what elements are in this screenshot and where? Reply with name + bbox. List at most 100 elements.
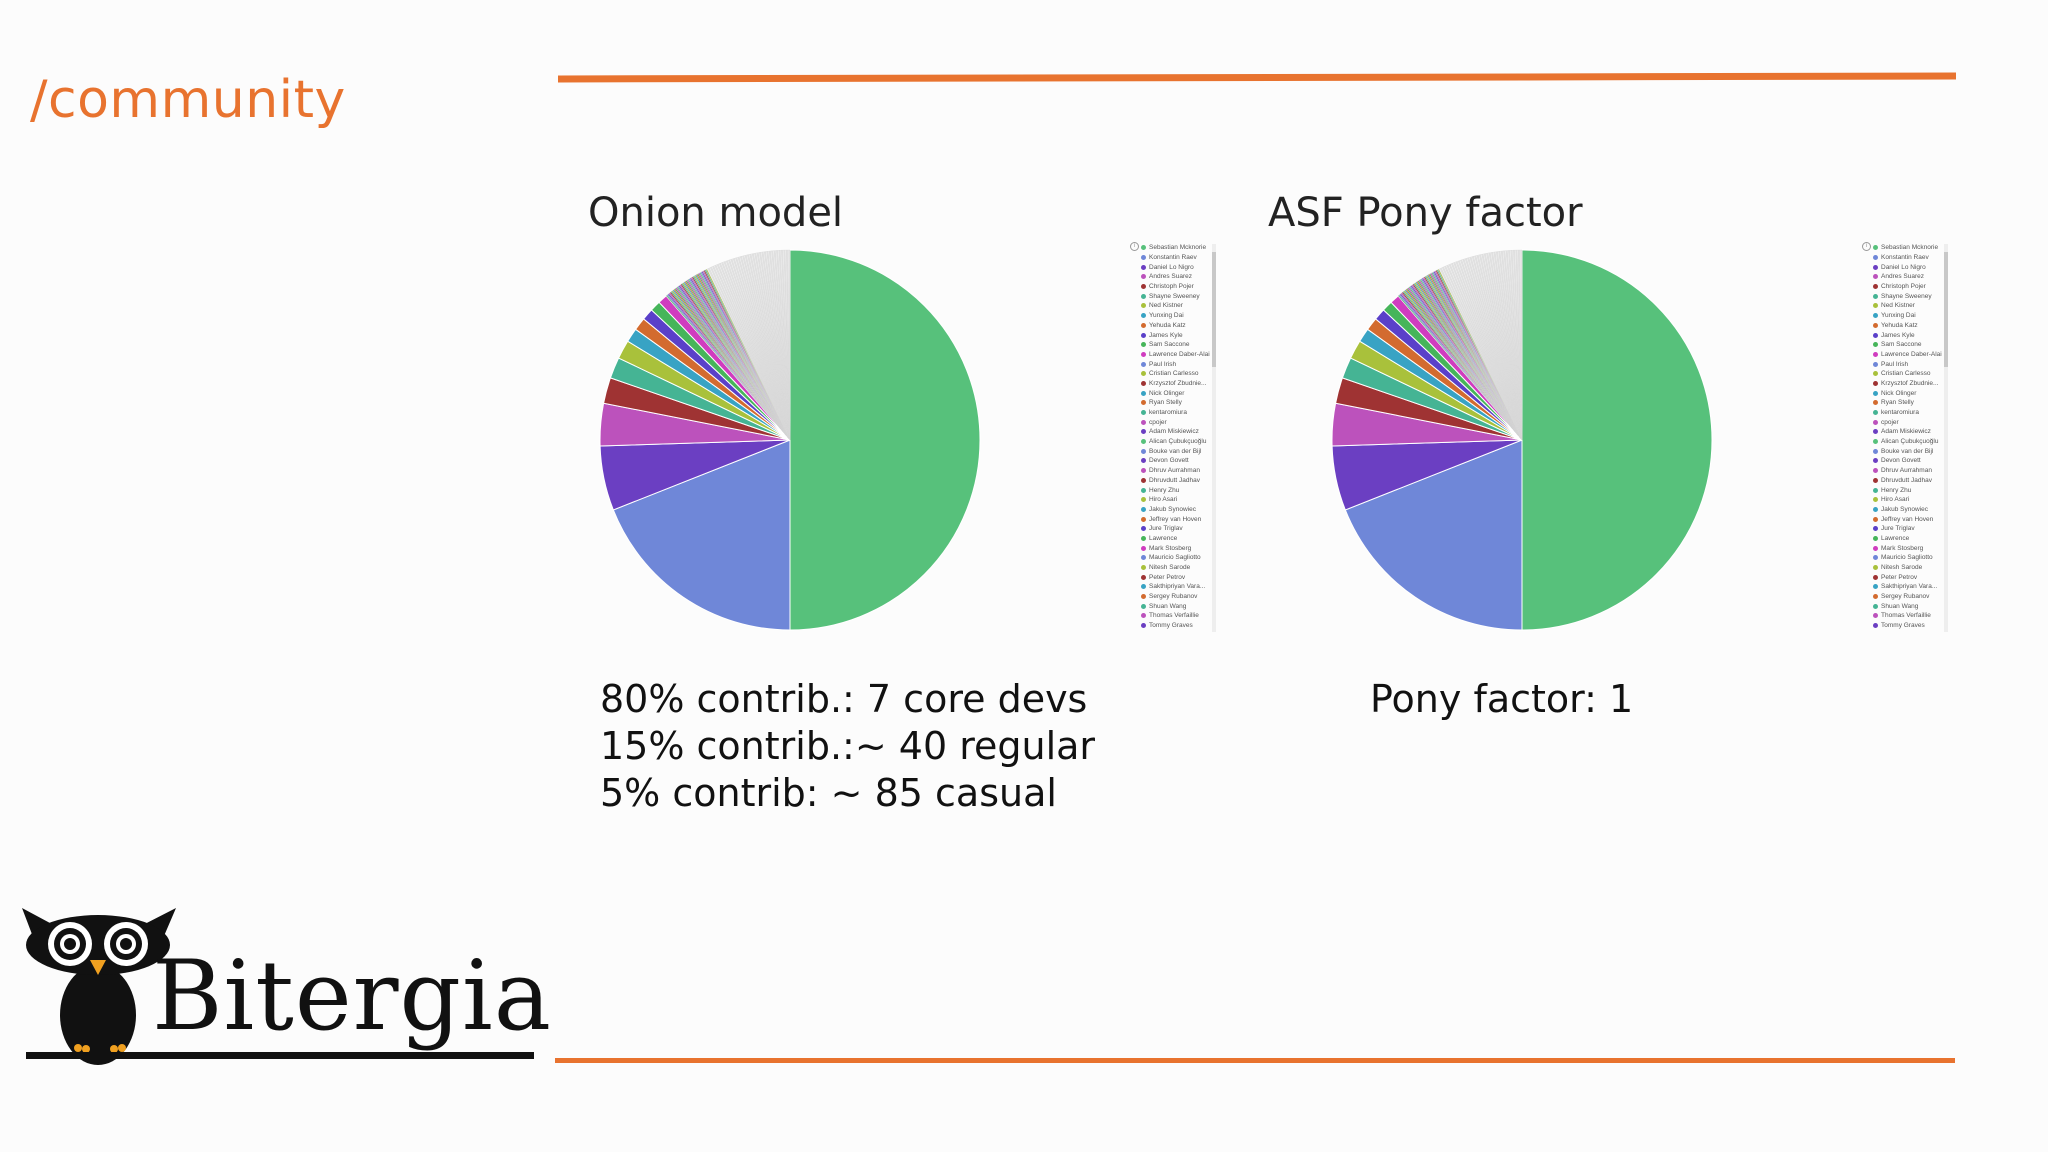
- legend-item[interactable]: Nick Olinger: [1141, 388, 1211, 398]
- pie-slice[interactable]: [612, 439, 791, 631]
- legend-item[interactable]: Sergey Rubanov: [1141, 592, 1211, 602]
- legend-item[interactable]: Paul Irish: [1873, 359, 1943, 369]
- legend-item[interactable]: Shayne Sweeney: [1141, 291, 1211, 301]
- legend-item[interactable]: James Kyle: [1873, 330, 1943, 340]
- legend-item[interactable]: Sebastian Mcknorie: [1873, 243, 1943, 253]
- legend-item[interactable]: Adam Miskiewicz: [1141, 427, 1211, 437]
- legend-item[interactable]: Cristian Carlesso: [1873, 369, 1943, 379]
- pie-slice[interactable]: [788, 249, 791, 441]
- legend-item[interactable]: kentaromiura: [1141, 408, 1211, 418]
- legend-item[interactable]: Andres Suarez: [1873, 272, 1943, 282]
- legend-scroll-thumb[interactable]: [1212, 252, 1216, 367]
- legend-swatch: [1873, 371, 1878, 377]
- legend-item[interactable]: Daniel Lo Nigro: [1873, 262, 1943, 272]
- legend-item[interactable]: Jure Triglav: [1873, 524, 1943, 534]
- legend-item[interactable]: Jeffrey van Hoven: [1141, 514, 1211, 524]
- legend-item[interactable]: Sam Saccone: [1873, 340, 1943, 350]
- legend-scrollbar[interactable]: [1212, 244, 1216, 632]
- legend-item[interactable]: Konstantin Raev: [1141, 253, 1211, 263]
- legend-swatch: [1873, 361, 1878, 367]
- legend-item[interactable]: Sebastian Mcknorie: [1141, 243, 1211, 253]
- legend-label: Jeffrey van Hoven: [1881, 515, 1934, 523]
- legend-swatch: [1141, 526, 1146, 532]
- legend-item[interactable]: Thomas Verfaillie: [1141, 611, 1211, 621]
- legend-item[interactable]: Christoph Pojer: [1873, 282, 1943, 292]
- legend-item[interactable]: Mark Stosberg: [1141, 543, 1211, 553]
- legend-item[interactable]: Shayne Sweeney: [1873, 291, 1943, 301]
- legend-item[interactable]: Thomas Verfaillie: [1873, 611, 1943, 621]
- info-icon[interactable]: i: [1862, 242, 1871, 251]
- legend-item[interactable]: Konstantin Raev: [1873, 253, 1943, 263]
- legend-item[interactable]: Mauricio Sagliotto: [1873, 553, 1943, 563]
- legend-item[interactable]: Nitesh Sarode: [1873, 563, 1943, 573]
- legend-item[interactable]: Dhruvdutt Jadhav: [1873, 476, 1943, 486]
- legend-item[interactable]: Krzysztof Zbudnie...: [1873, 379, 1943, 389]
- legend-item[interactable]: Devon Govett: [1873, 456, 1943, 466]
- legend-item[interactable]: Lawrence: [1141, 534, 1211, 544]
- legend-item[interactable]: Tommy Graves: [1141, 621, 1211, 631]
- legend-onion[interactable]: i Sebastian Mcknorie Konstantin Raev Danie…: [1130, 242, 1218, 636]
- legend-item[interactable]: Dhruv Aurrahman: [1873, 466, 1943, 476]
- legend-item[interactable]: Dhruv Aurrahman: [1141, 466, 1211, 476]
- legend-item[interactable]: Christoph Pojer: [1141, 282, 1211, 292]
- info-icon[interactable]: i: [1130, 242, 1139, 251]
- legend-item[interactable]: Alican Çubukçuoğlu: [1873, 437, 1943, 447]
- legend-item[interactable]: Nitesh Sarode: [1141, 563, 1211, 573]
- legend-item[interactable]: Daniel Lo Nigro: [1141, 262, 1211, 272]
- legend-item[interactable]: Sakthipriyan Vara...: [1141, 582, 1211, 592]
- legend-item[interactable]: cpojer: [1141, 417, 1211, 427]
- legend-item[interactable]: Hiro Asari: [1141, 495, 1211, 505]
- legend-item[interactable]: Sam Saccone: [1141, 340, 1211, 350]
- legend-item[interactable]: Mauricio Sagliotto: [1141, 553, 1211, 563]
- legend-item[interactable]: Mark Stosberg: [1873, 543, 1943, 553]
- legend-item[interactable]: Sergey Rubanov: [1873, 592, 1943, 602]
- legend-item[interactable]: Bouke van der Bijl: [1873, 446, 1943, 456]
- legend-item[interactable]: Bouke van der Bijl: [1141, 446, 1211, 456]
- legend-item[interactable]: Devon Govett: [1141, 456, 1211, 466]
- legend-label: Sebastian Mcknorie: [1149, 244, 1207, 252]
- legend-scroll-thumb[interactable]: [1944, 252, 1948, 367]
- legend-item[interactable]: Paul Irish: [1141, 359, 1211, 369]
- legend-item[interactable]: kentaromiura: [1873, 408, 1943, 418]
- legend-item[interactable]: Dhruvdutt Jadhav: [1141, 476, 1211, 486]
- legend-item[interactable]: Alican Çubukçuoğlu: [1141, 437, 1211, 447]
- legend-item[interactable]: Tommy Graves: [1873, 621, 1943, 631]
- legend-item[interactable]: Hiro Asari: [1873, 495, 1943, 505]
- legend-item[interactable]: Peter Petrov: [1141, 572, 1211, 582]
- legend-item[interactable]: cpojer: [1873, 417, 1943, 427]
- legend-item[interactable]: Yunxing Dai: [1141, 311, 1211, 321]
- legend-item[interactable]: Ryan Stelly: [1141, 398, 1211, 408]
- legend-scrollbar[interactable]: [1944, 244, 1948, 632]
- legend-item[interactable]: Krzysztof Zbudnie...: [1141, 379, 1211, 389]
- legend-item[interactable]: Ryan Stelly: [1873, 398, 1943, 408]
- pie-slice[interactable]: [1521, 249, 1713, 631]
- legend-item[interactable]: Yehuda Katz: [1141, 321, 1211, 331]
- legend-pony[interactable]: i Sebastian Mcknorie Konstantin Raev Danie…: [1862, 242, 1950, 636]
- legend-item[interactable]: Jakub Synowiec: [1873, 505, 1943, 515]
- legend-item[interactable]: Yehuda Katz: [1873, 321, 1943, 331]
- legend-item[interactable]: Jakub Synowiec: [1141, 505, 1211, 515]
- legend-item[interactable]: Henry Zhu: [1873, 485, 1943, 495]
- legend-item[interactable]: Jure Triglav: [1141, 524, 1211, 534]
- legend-item[interactable]: Jeffrey van Hoven: [1873, 514, 1943, 524]
- legend-item[interactable]: Ned Kistner: [1141, 301, 1211, 311]
- legend-item[interactable]: Ned Kistner: [1873, 301, 1943, 311]
- pie-slice[interactable]: [1344, 439, 1523, 631]
- pie-slice[interactable]: [789, 249, 981, 631]
- pie-slice[interactable]: [1520, 249, 1523, 441]
- legend-item[interactable]: Peter Petrov: [1873, 572, 1943, 582]
- legend-item[interactable]: Henry Zhu: [1141, 485, 1211, 495]
- legend-item[interactable]: Shuan Wang: [1141, 601, 1211, 611]
- legend-item[interactable]: Yunxing Dai: [1873, 311, 1943, 321]
- legend-item[interactable]: Lawrence Daber-Alai: [1141, 350, 1211, 360]
- legend-item[interactable]: Andres Suarez: [1141, 272, 1211, 282]
- legend-item[interactable]: Shuan Wang: [1873, 601, 1943, 611]
- legend-label: Adam Miskiewicz: [1881, 428, 1931, 436]
- legend-item[interactable]: Nick Olinger: [1873, 388, 1943, 398]
- legend-item[interactable]: Sakthipriyan Vara...: [1873, 582, 1943, 592]
- legend-item[interactable]: Lawrence: [1873, 534, 1943, 544]
- legend-item[interactable]: James Kyle: [1141, 330, 1211, 340]
- legend-item[interactable]: Lawrence Daber-Alai: [1873, 350, 1943, 360]
- legend-item[interactable]: Adam Miskiewicz: [1873, 427, 1943, 437]
- legend-item[interactable]: Cristian Carlesso: [1141, 369, 1211, 379]
